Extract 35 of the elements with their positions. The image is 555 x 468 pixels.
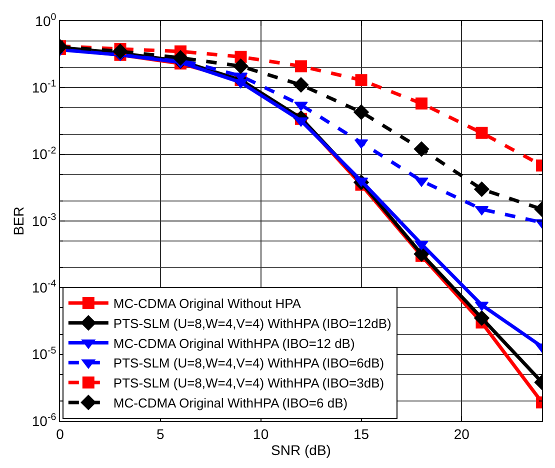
legend-label: MC-CDMA Original WithHPA (IBO=12 dB) xyxy=(113,336,355,351)
point xyxy=(233,58,248,74)
legend-label: MC-CDMA Original Without HPA xyxy=(113,296,302,312)
point xyxy=(416,97,428,110)
y-tick-label: 10$^{-3}$ xyxy=(32,212,57,229)
y-tick-label: 10$^{-2}$ xyxy=(32,145,56,162)
x-tick-label: 20 xyxy=(454,426,470,442)
x-tick-label: 0 xyxy=(56,426,64,442)
point xyxy=(294,117,308,127)
legend-label: PTS-SLM (U=8,W=4,V=4) WithHPA (IBO=12dB) xyxy=(113,316,392,331)
point xyxy=(414,141,430,157)
point xyxy=(293,77,309,93)
point xyxy=(112,44,128,60)
legend-label: MC-CDMA Original WithHPA (IBO=6 dB) xyxy=(113,396,348,411)
y-tick-label: 10$^{-4}$ xyxy=(32,278,57,296)
y-tick-label: 10$^{-6}$ xyxy=(32,412,57,429)
point xyxy=(414,240,428,250)
point xyxy=(354,104,369,120)
x-tick-label: 5 xyxy=(156,426,165,442)
y-tick-label: 10$^{0}$ xyxy=(35,12,57,29)
legend-label: PTS-SLM (U=8,W=4,V=4) WithHPA (IBO=3dB) xyxy=(113,376,384,391)
point xyxy=(414,246,430,262)
point xyxy=(474,310,490,326)
point xyxy=(355,74,368,86)
legend-label: PTS-SLM (U=8,W=4,V=4) WithHPA (IBO=6dB) xyxy=(113,356,384,371)
point xyxy=(474,182,490,197)
y-tick-label: 10$^{-1}$ xyxy=(32,78,56,96)
y-tick-label: 10$^{-5}$ xyxy=(32,345,57,362)
point xyxy=(172,50,188,66)
y-axis-title: BER xyxy=(10,206,27,236)
x-tick-label: 10 xyxy=(253,426,269,442)
point xyxy=(295,60,307,72)
x-axis-title: SNR (dB) xyxy=(271,442,331,458)
point xyxy=(476,126,488,139)
x-tick-label: 15 xyxy=(353,426,370,442)
